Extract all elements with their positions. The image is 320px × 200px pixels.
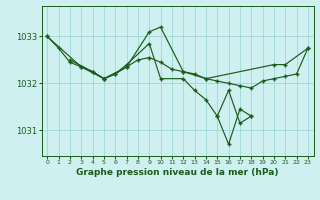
X-axis label: Graphe pression niveau de la mer (hPa): Graphe pression niveau de la mer (hPa) [76,168,279,177]
